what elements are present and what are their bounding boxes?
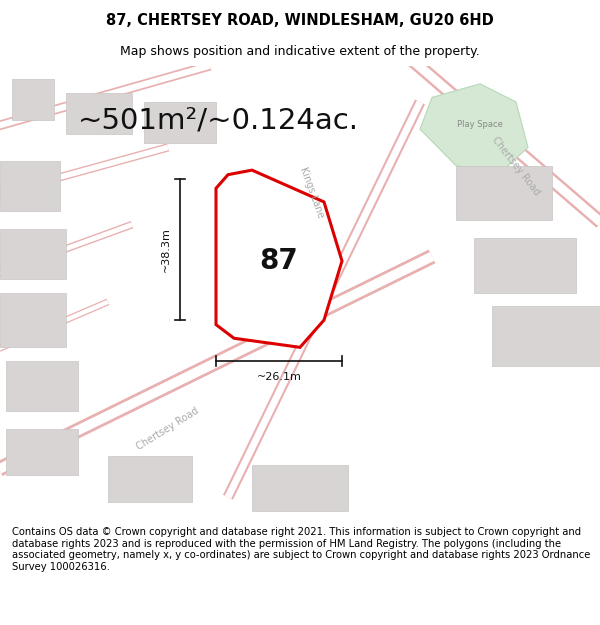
- Text: 87, CHERTSEY ROAD, WINDLESHAM, GU20 6HD: 87, CHERTSEY ROAD, WINDLESHAM, GU20 6HD: [106, 13, 494, 28]
- Polygon shape: [6, 361, 78, 411]
- Polygon shape: [66, 93, 132, 134]
- Text: Kings Lane: Kings Lane: [298, 166, 326, 220]
- Polygon shape: [456, 166, 552, 220]
- Polygon shape: [144, 102, 216, 143]
- Polygon shape: [420, 84, 528, 174]
- Polygon shape: [0, 229, 66, 279]
- Text: Contains OS data © Crown copyright and database right 2021. This information is : Contains OS data © Crown copyright and d…: [12, 527, 590, 572]
- Polygon shape: [12, 79, 54, 120]
- Polygon shape: [216, 170, 342, 348]
- Text: Play Space: Play Space: [457, 120, 503, 129]
- Polygon shape: [108, 456, 192, 502]
- Text: Map shows position and indicative extent of the property.: Map shows position and indicative extent…: [120, 46, 480, 58]
- Text: ~26.1m: ~26.1m: [257, 372, 301, 382]
- Polygon shape: [6, 429, 78, 474]
- Polygon shape: [492, 306, 600, 366]
- Text: ~501m²/~0.124ac.: ~501m²/~0.124ac.: [78, 106, 359, 134]
- Polygon shape: [0, 161, 60, 211]
- Text: ~38.3m: ~38.3m: [161, 228, 171, 272]
- Text: Chertsey Road: Chertsey Road: [490, 134, 542, 197]
- Polygon shape: [474, 238, 576, 292]
- Polygon shape: [0, 292, 66, 348]
- Text: Chertsey Road: Chertsey Road: [135, 406, 201, 452]
- Text: 87: 87: [260, 247, 298, 275]
- Polygon shape: [252, 466, 348, 511]
